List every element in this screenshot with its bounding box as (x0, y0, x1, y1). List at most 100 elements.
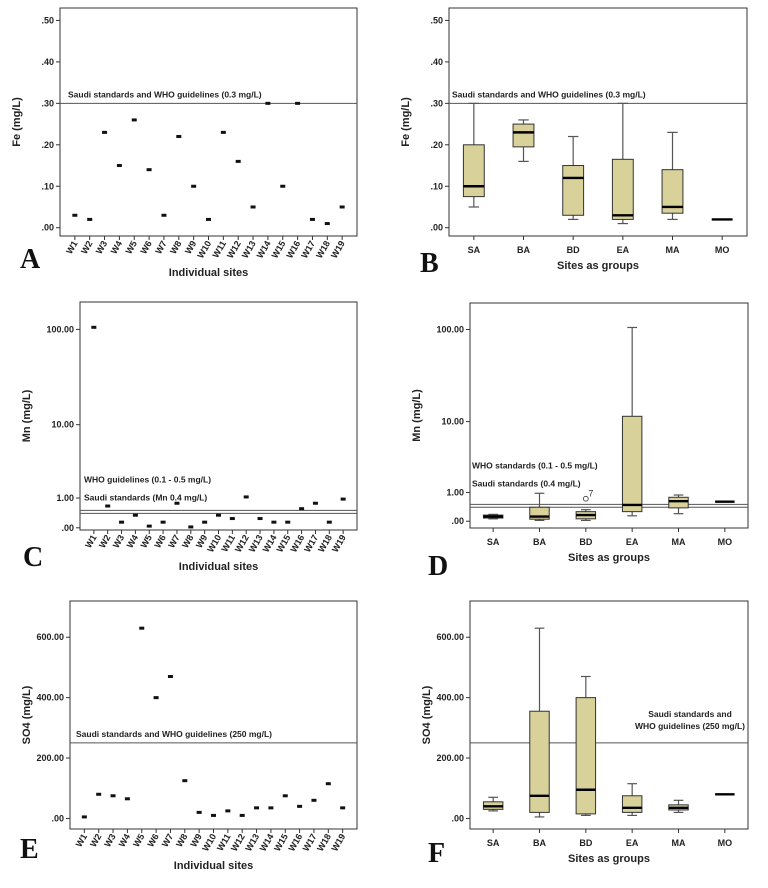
x-tick-label: W6 (138, 239, 153, 256)
y-axis-title: Mn (mg/L) (21, 389, 33, 442)
x-tick-label: EA (626, 838, 639, 848)
box-ba (512, 119, 535, 162)
data-point (311, 798, 317, 802)
reference-label: Saudi standards and WHO guidelines (0.3 … (68, 89, 262, 99)
x-tick-label: W10 (195, 239, 213, 260)
panel-letter: D (428, 551, 448, 582)
reference-label: WHO standards (0.1 - 0.5 mg/L) (472, 460, 598, 470)
x-tick-label: W18 (315, 832, 333, 853)
x-tick-label: W5 (124, 239, 139, 256)
x-tick-label: W4 (109, 239, 124, 256)
y-tick-label: .50 (41, 15, 54, 25)
data-point (182, 779, 188, 783)
plot-frame (448, 7, 748, 237)
data-point (309, 217, 315, 221)
y-tick-label: .40 (430, 57, 443, 67)
box-body (621, 415, 643, 513)
data-point (176, 135, 182, 139)
data-point (91, 325, 97, 329)
x-tick-label: BA (533, 537, 546, 547)
y-axis-title: Mn (mg/L) (411, 389, 423, 442)
x-tick-label: W19 (330, 533, 348, 554)
box-ma (661, 131, 684, 221)
data-point (202, 520, 208, 524)
y-tick-label: .30 (41, 98, 54, 108)
x-tick-label: EA (626, 537, 639, 547)
data-point (243, 495, 249, 499)
reference-label: Saudi standards and WHO guidelines (250 … (76, 729, 272, 739)
y-tick-label: 1.00 (446, 487, 464, 497)
x-tick-label: W10 (200, 832, 218, 853)
data-point (102, 130, 108, 134)
x-tick-label: W15 (270, 239, 288, 260)
box-body (529, 710, 550, 813)
x-tick-label: W13 (240, 239, 258, 260)
x-tick-label: W4 (125, 533, 140, 550)
x-tick-label: SA (487, 537, 500, 547)
data-point (325, 782, 331, 786)
y-tick-label: 600.00 (36, 632, 64, 642)
x-tick-label: W10 (205, 533, 223, 554)
y-tick-label: .10 (41, 181, 54, 191)
data-point (211, 813, 216, 817)
x-axis-title: Individual sites (179, 561, 258, 573)
data-point (299, 507, 305, 511)
box-body (575, 697, 597, 815)
x-tick-label: W8 (174, 832, 189, 849)
box-ea (611, 102, 634, 225)
y-tick-label: .00 (61, 523, 74, 533)
x-tick-label: W5 (131, 832, 146, 849)
x-tick-label: W7 (160, 832, 175, 849)
box-ba (529, 627, 550, 818)
x-tick-label: W4 (117, 832, 132, 849)
panel-letter: B (420, 248, 439, 279)
x-tick-label: W11 (210, 239, 228, 260)
panel-b: .00 .10 .20 .30 .40 .50 SA BA BD EA MA MO Fe (mg/L) S… (400, 7, 748, 279)
data-point (280, 184, 286, 188)
x-tick-label: W18 (314, 239, 332, 260)
y-tick-label: 1.00 (56, 493, 74, 503)
x-tick-label: W15 (272, 832, 290, 853)
data-point (131, 118, 137, 122)
data-point (282, 794, 288, 798)
data-point (110, 794, 116, 798)
y-tick-label: .20 (430, 140, 443, 150)
data-point (265, 101, 271, 105)
x-tick-label: W3 (102, 832, 117, 849)
y-tick-label: 100.00 (46, 324, 74, 334)
data-point (161, 213, 167, 217)
box-bd (562, 135, 585, 221)
box-body (562, 165, 585, 216)
x-tick-label: W6 (145, 832, 160, 849)
data-point (220, 130, 226, 134)
box-sa (482, 796, 504, 812)
x-tick-label: W3 (94, 239, 109, 256)
x-tick-label: BA (533, 838, 546, 848)
box-ea (621, 783, 643, 817)
box-body (668, 496, 689, 509)
y-axis-title: Fe (mg/L) (11, 97, 23, 147)
x-tick-label: W12 (225, 239, 243, 260)
x-tick-label: W14 (255, 239, 273, 260)
data-point (132, 513, 138, 517)
data-point (295, 101, 301, 105)
x-tick-label: W8 (168, 239, 183, 256)
box-body (621, 795, 643, 813)
data-point (146, 524, 152, 528)
y-tick-label: .00 (451, 516, 464, 526)
reference-label: Saudi standards and WHO guidelines (0.3 … (452, 89, 646, 99)
x-tick-label: W19 (329, 239, 347, 260)
y-tick-label: .00 (51, 813, 64, 823)
x-tick-label: W19 (329, 832, 347, 853)
x-tick-label: MA (666, 245, 680, 255)
box-bd (575, 675, 597, 817)
y-tick-label: 200.00 (436, 753, 464, 763)
x-tick-label: SA (487, 838, 500, 848)
y-tick-label: .50 (430, 15, 443, 25)
x-tick-label: W2 (79, 239, 94, 256)
x-tick-label: W2 (88, 832, 103, 849)
data-point (225, 809, 231, 813)
data-point (139, 626, 145, 630)
panel-c: .001.0010.00100.00W1W2W3W4W5W6W7W8W9W10W… (21, 301, 358, 573)
x-tick-label: MA (672, 838, 686, 848)
